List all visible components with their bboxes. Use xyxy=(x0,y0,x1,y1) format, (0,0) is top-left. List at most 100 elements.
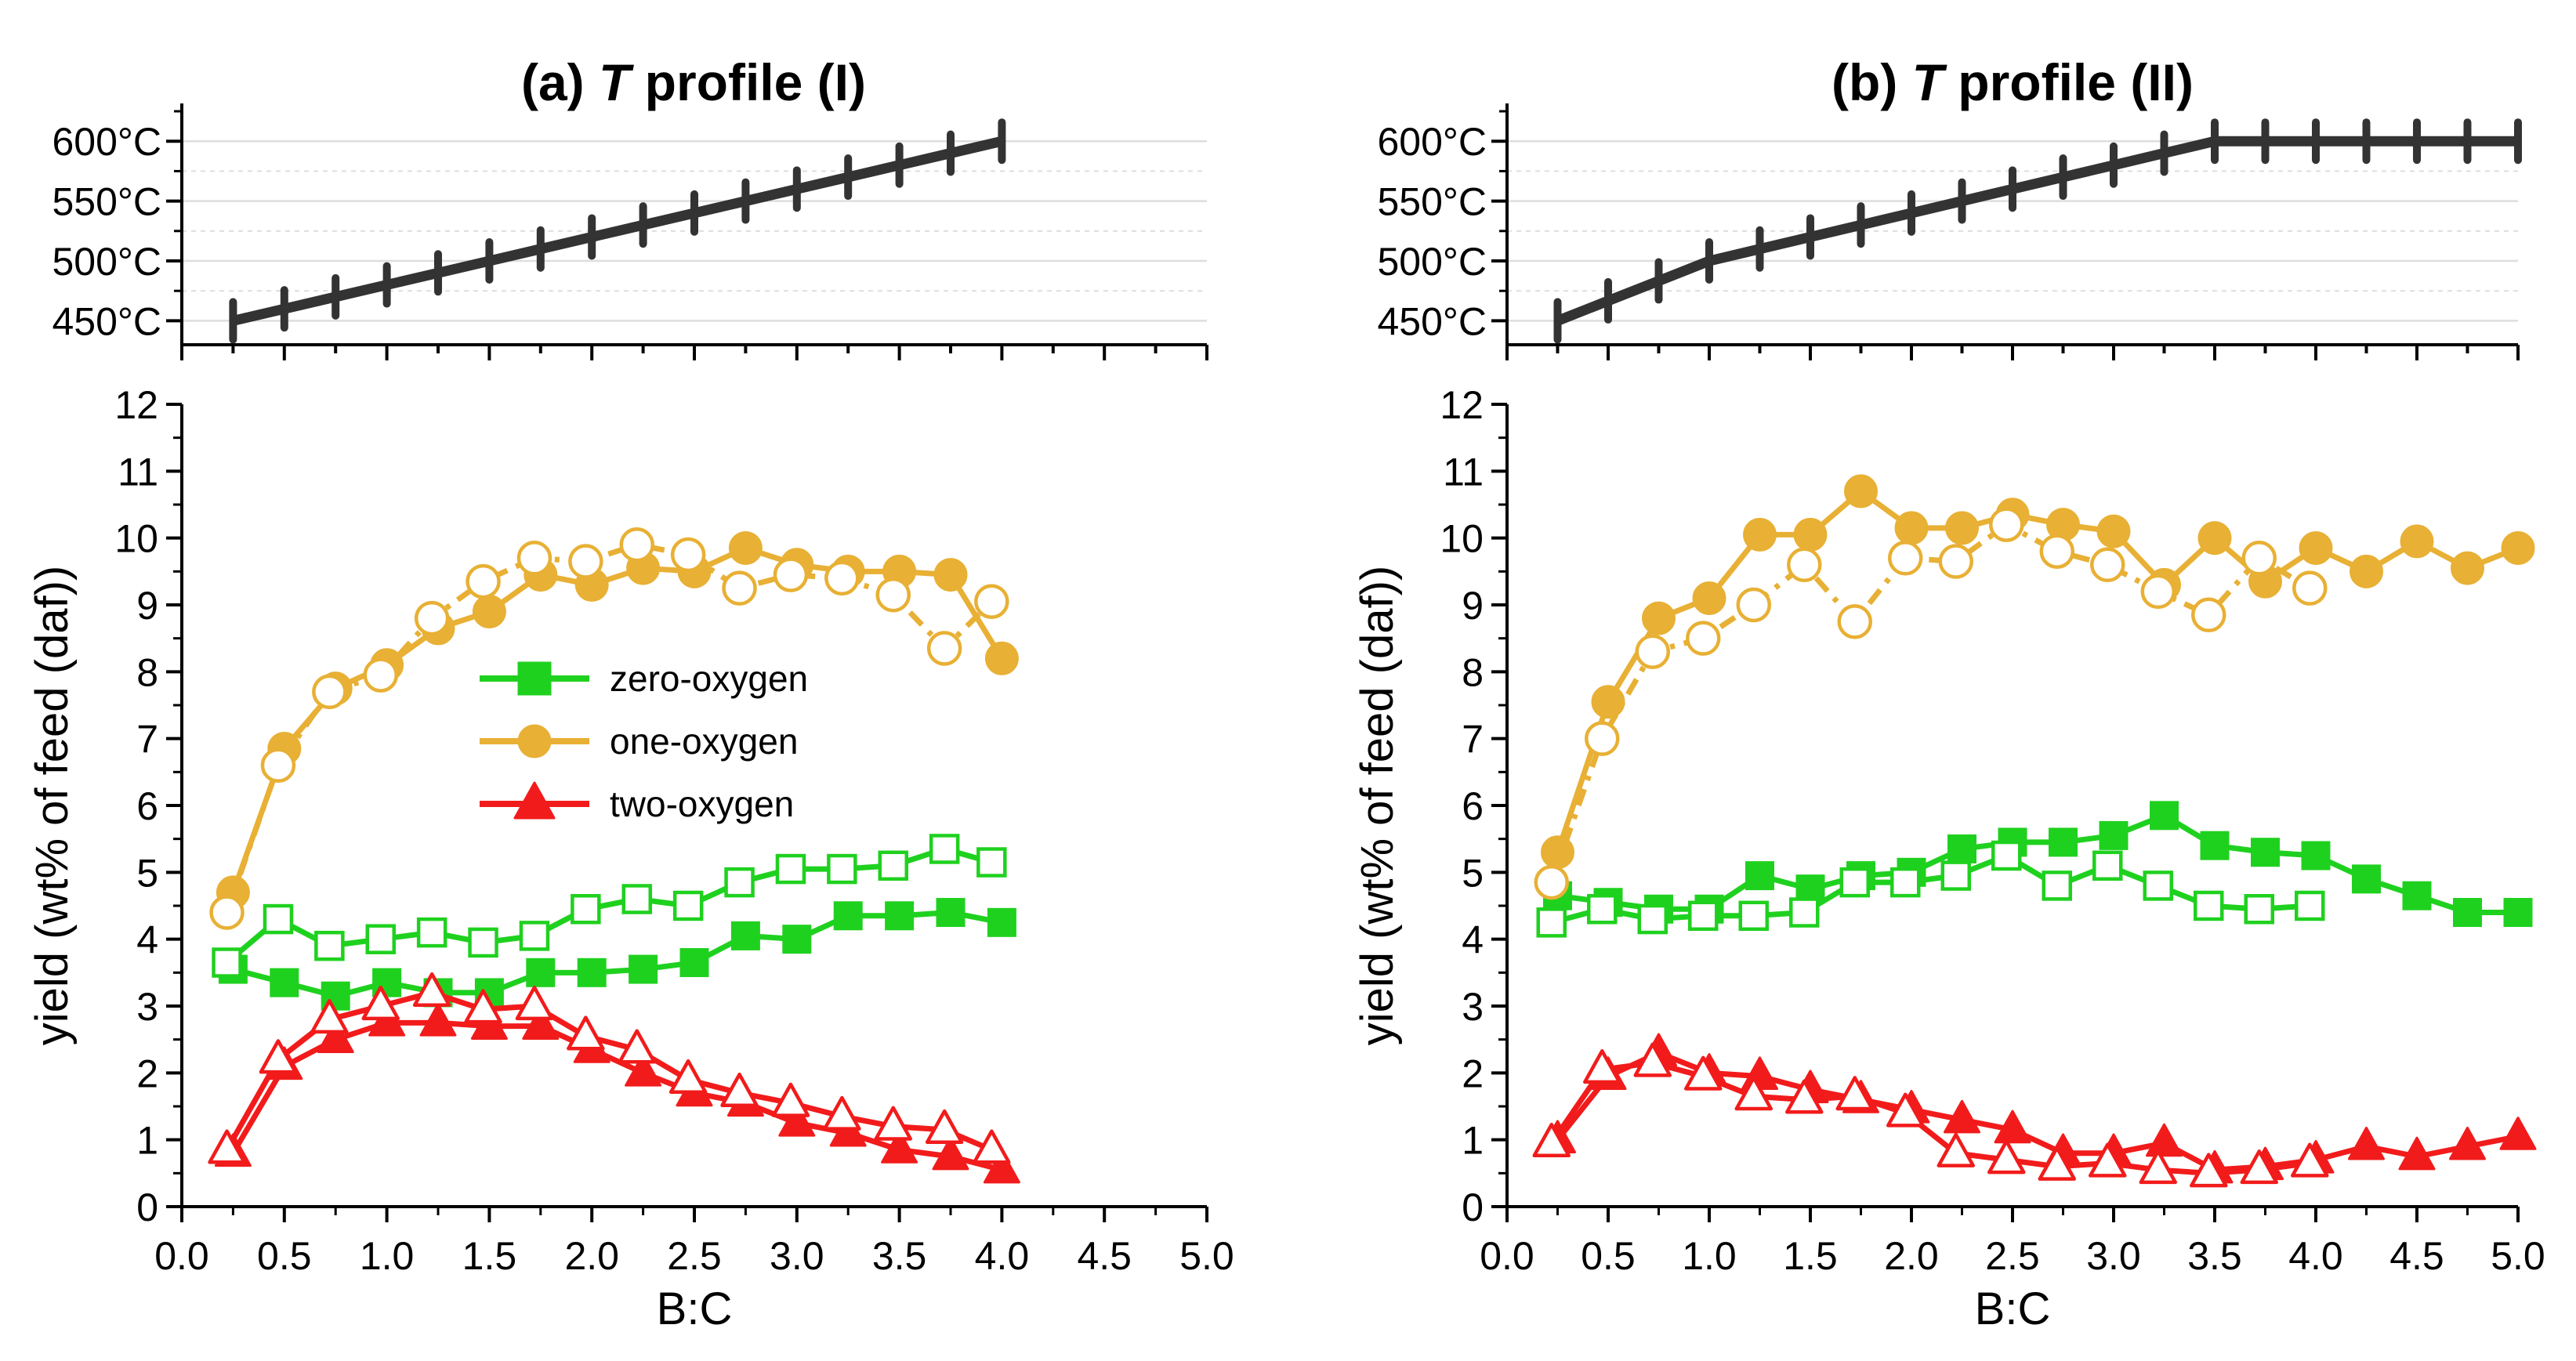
square-marker xyxy=(775,853,806,885)
series-line xyxy=(232,910,1003,999)
y-tick-label: 10 xyxy=(114,517,158,561)
y-tick-label: 6 xyxy=(136,784,158,828)
panel-title: (a) T profile (I) xyxy=(521,53,866,111)
circle-marker xyxy=(728,530,763,565)
triangle-marker xyxy=(771,1082,810,1117)
temperature-line xyxy=(231,136,1003,326)
square-marker xyxy=(2301,841,2331,871)
triangle-marker xyxy=(2449,1126,2486,1160)
x-tick-label: 1.0 xyxy=(360,1234,415,1278)
circle-marker xyxy=(472,595,506,629)
x-tick-label: 0.5 xyxy=(1581,1234,1636,1278)
x-tick-label: 4.5 xyxy=(2389,1234,2444,1278)
square-marker xyxy=(929,834,960,864)
series-zero-open xyxy=(212,834,1007,978)
circle-marker xyxy=(2350,554,2383,588)
series-one-open xyxy=(209,527,1009,930)
series-zero-open xyxy=(1536,840,2325,938)
square-marker xyxy=(976,847,1007,878)
square-marker xyxy=(782,925,812,954)
series-line xyxy=(224,541,994,914)
triangle-marker xyxy=(259,1039,298,1074)
square-marker xyxy=(2244,894,2275,925)
y-tick-label: 0 xyxy=(1462,1185,1484,1229)
temperature-tick-label: 600°C xyxy=(1377,120,1487,164)
circle-marker xyxy=(1787,547,1822,583)
triangle-marker xyxy=(2146,1123,2183,1157)
x-tick-label: 2.5 xyxy=(1985,1234,2040,1278)
y-tick-label: 8 xyxy=(1462,650,1484,694)
circle-marker xyxy=(1635,634,1671,669)
circle-marker xyxy=(363,657,399,693)
x-tick-label: 4.0 xyxy=(975,1234,1030,1278)
series-line xyxy=(224,990,993,1153)
square-marker xyxy=(878,850,909,881)
series-two-filled xyxy=(1539,1033,2537,1184)
square-marker xyxy=(621,884,653,914)
square-marker xyxy=(314,930,345,961)
y-tick-label: 2 xyxy=(136,1052,158,1095)
circle-marker xyxy=(1686,621,1721,656)
square-marker xyxy=(724,867,755,898)
circle-marker xyxy=(1642,601,1676,635)
triangle-marker xyxy=(1532,1122,1571,1158)
panel-b: (b) T profile (II) 450°C 500°C 550°C 600°C 0 1… xyxy=(1352,53,2545,1334)
temperature-tick-label: 600°C xyxy=(52,120,161,164)
square-marker xyxy=(1940,860,1972,891)
triangle-marker xyxy=(515,985,554,1021)
circle-marker xyxy=(1844,474,1878,509)
y-tick-label: 11 xyxy=(118,450,158,494)
circle-marker xyxy=(875,577,911,613)
y-tick-label: 11 xyxy=(1443,450,1484,494)
square-marker xyxy=(2200,831,2230,860)
triangle-marker xyxy=(361,985,400,1021)
circle-marker xyxy=(516,541,553,576)
square-marker xyxy=(416,917,447,948)
triangle-marker xyxy=(317,1019,354,1054)
triangle-marker xyxy=(412,972,451,1008)
circle-marker xyxy=(2451,551,2484,585)
square-marker xyxy=(2402,881,2432,910)
triangle-marker xyxy=(668,1059,708,1094)
circle-marker xyxy=(670,537,706,573)
triangle-marker xyxy=(778,1103,816,1137)
square-marker xyxy=(468,927,498,958)
y-tick-label: 1 xyxy=(136,1119,158,1163)
circle-marker xyxy=(1837,604,1873,639)
circle-marker xyxy=(2501,530,2535,565)
y-tick-label: 4 xyxy=(1462,918,1484,962)
square-marker xyxy=(571,894,601,925)
circle-marker xyxy=(2241,541,2277,576)
square-marker xyxy=(1991,840,2022,871)
square-marker xyxy=(679,948,709,978)
circle-marker xyxy=(1894,511,1929,545)
circle-marker xyxy=(209,895,245,930)
square-marker xyxy=(730,921,760,950)
square-marker xyxy=(212,947,242,978)
circle-marker xyxy=(2090,547,2125,583)
square-marker xyxy=(1637,903,1668,935)
circle-marker xyxy=(568,544,603,579)
temperature-line xyxy=(1556,136,2518,326)
y-tick-label: 8 xyxy=(136,650,158,694)
square-marker xyxy=(1890,867,1921,898)
circle-marker xyxy=(1736,587,1772,623)
title-italic: T xyxy=(1912,53,1947,111)
triangle-marker xyxy=(1835,1076,1875,1111)
circle-marker xyxy=(1585,721,1620,756)
temperature-profile-plot: 450°C 500°C 550°C 600°C xyxy=(52,103,1208,360)
series-line xyxy=(230,545,1005,894)
circle-marker xyxy=(1888,541,1923,576)
circle-marker xyxy=(517,724,552,758)
x-tick-label: 5.0 xyxy=(2491,1234,2545,1278)
circle-marker xyxy=(2197,521,2232,556)
square-marker xyxy=(936,898,966,928)
triangle-marker xyxy=(2240,1149,2279,1185)
triangle-marker xyxy=(973,1129,1011,1164)
triangle-marker xyxy=(1684,1055,1723,1091)
triangle-marker xyxy=(2499,1117,2537,1150)
circle-marker xyxy=(1938,544,1974,579)
y-tick-label: 7 xyxy=(1462,718,1484,762)
